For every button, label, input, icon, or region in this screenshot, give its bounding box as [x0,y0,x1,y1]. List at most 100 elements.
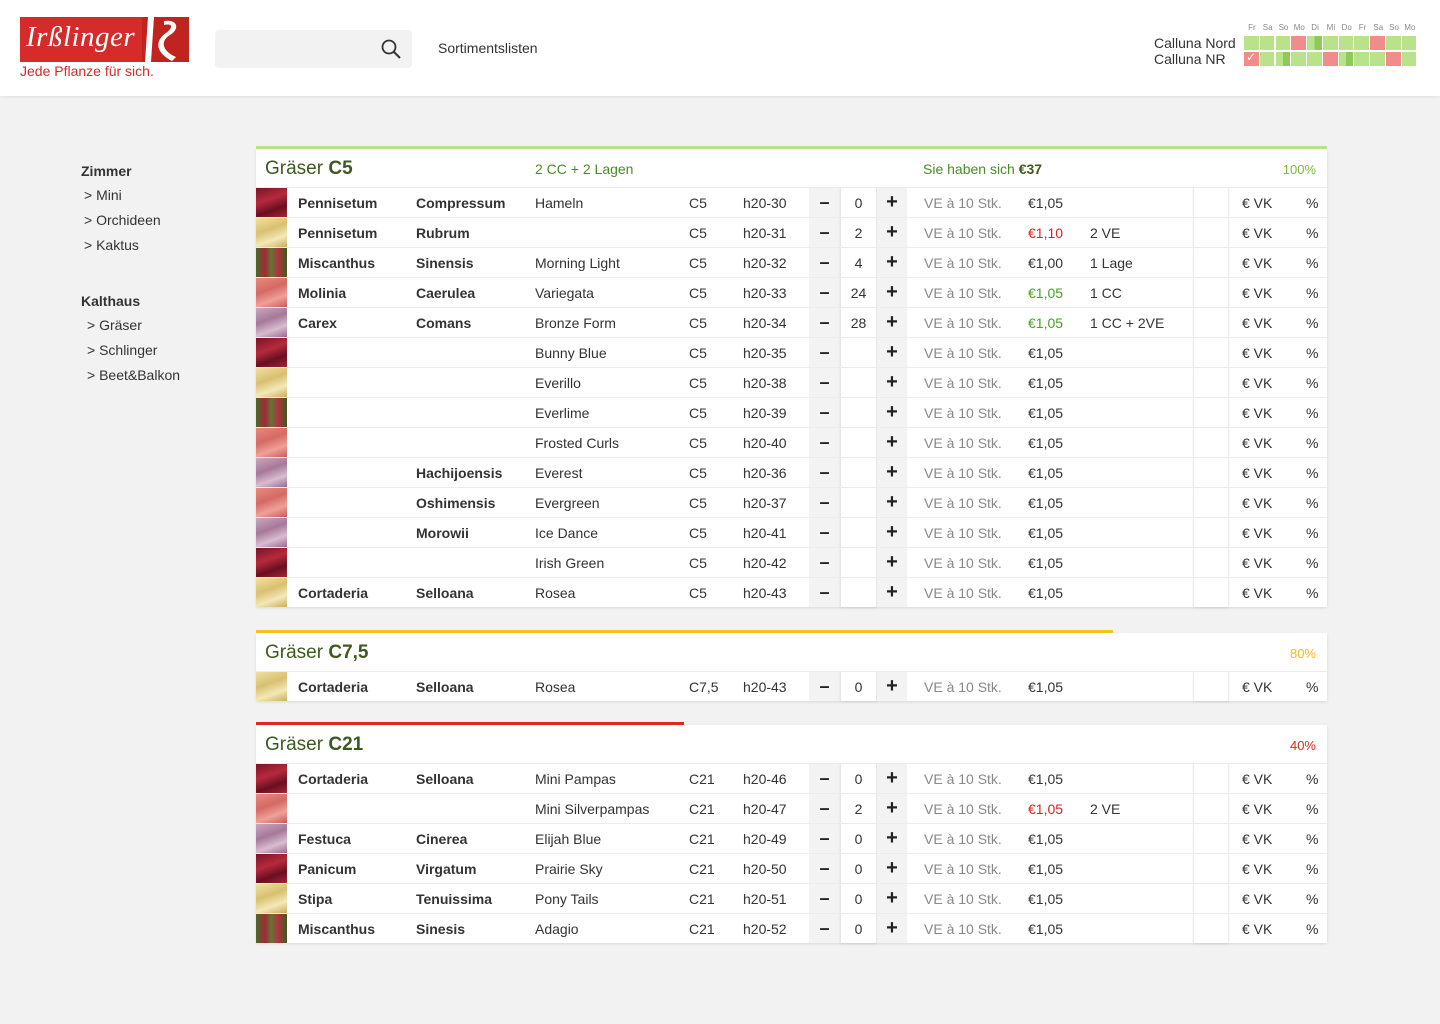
retail-price-input[interactable] [1193,548,1229,577]
calendar-day-cell[interactable] [1275,36,1291,50]
quantity-increase-button[interactable]: + [877,914,907,943]
quantity-input[interactable] [840,338,877,367]
retail-price-input[interactable] [1193,824,1229,853]
calendar-day-cell[interactable] [1307,52,1322,66]
quantity-increase-button[interactable]: + [877,884,907,913]
quantity-decrease-button[interactable]: – [809,398,840,427]
quantity-decrease-button[interactable]: – [809,188,840,217]
product-thumbnail[interactable] [256,854,287,883]
quantity-decrease-button[interactable]: – [809,218,840,247]
calendar-day-cell[interactable] [1291,36,1306,50]
quantity-decrease-button[interactable]: – [809,794,840,823]
quantity-input[interactable] [840,914,877,943]
calendar-day-cell[interactable] [1291,52,1306,66]
product-thumbnail[interactable] [256,764,287,793]
quantity-decrease-button[interactable]: – [809,338,840,367]
product-thumbnail[interactable] [256,218,287,247]
quantity-increase-button[interactable]: + [877,188,907,217]
retail-price-input[interactable] [1193,488,1229,517]
retail-price-input[interactable] [1193,764,1229,793]
product-thumbnail[interactable] [256,548,287,577]
calendar-day-cell[interactable] [1401,36,1417,50]
quantity-decrease-button[interactable]: – [809,428,840,457]
product-thumbnail[interactable] [256,458,287,487]
quantity-input[interactable] [840,824,877,853]
quantity-decrease-button[interactable]: – [809,672,840,701]
quantity-increase-button[interactable]: + [877,518,907,547]
quantity-increase-button[interactable]: + [877,338,907,367]
sidebar-item-schlinger[interactable]: > Schlinger [87,342,158,358]
quantity-input[interactable] [840,398,877,427]
quantity-decrease-button[interactable]: – [809,248,840,277]
product-thumbnail[interactable] [256,398,287,427]
quantity-input[interactable] [840,518,877,547]
nav-link-sortimentslisten[interactable]: Sortimentslisten [438,40,538,56]
retail-price-input[interactable] [1193,884,1229,913]
quantity-decrease-button[interactable]: – [809,368,840,397]
quantity-increase-button[interactable]: + [877,398,907,427]
sidebar-item-kaktus[interactable]: > Kaktus [84,237,139,253]
quantity-increase-button[interactable]: + [877,248,907,277]
retail-price-input[interactable] [1193,518,1229,547]
company-logo[interactable]: Irßlinger Jede Pflanze für sich. [20,17,190,81]
calendar-day-cell[interactable] [1354,52,1370,66]
product-thumbnail[interactable] [256,518,287,547]
quantity-decrease-button[interactable]: – [809,458,840,487]
quantity-input[interactable] [840,188,877,217]
retail-price-input[interactable] [1193,914,1229,943]
calendar-day-cell[interactable] [1338,36,1354,50]
calendar-day-cell[interactable] [1354,36,1370,50]
product-thumbnail[interactable] [256,884,287,913]
retail-price-input[interactable] [1193,218,1229,247]
retail-price-input[interactable] [1193,248,1229,277]
quantity-decrease-button[interactable]: – [809,764,840,793]
retail-price-input[interactable] [1193,854,1229,883]
quantity-input[interactable] [840,672,877,701]
retail-price-input[interactable] [1193,794,1229,823]
quantity-increase-button[interactable]: + [877,578,907,607]
quantity-increase-button[interactable]: + [877,764,907,793]
product-thumbnail[interactable] [256,368,287,397]
quantity-increase-button[interactable]: + [877,854,907,883]
product-thumbnail[interactable] [256,914,287,943]
quantity-increase-button[interactable]: + [877,794,907,823]
quantity-increase-button[interactable]: + [877,218,907,247]
calendar-day-cell[interactable] [1386,36,1401,50]
calendar-day-cell[interactable] [1259,36,1275,50]
retail-price-input[interactable] [1193,428,1229,457]
quantity-input[interactable] [840,428,877,457]
quantity-input[interactable] [840,308,877,337]
quantity-input[interactable] [840,548,877,577]
retail-price-input[interactable] [1193,578,1229,607]
quantity-decrease-button[interactable]: – [809,824,840,853]
sidebar-item-beet-balkon[interactable]: > Beet&Balkon [87,367,181,383]
quantity-increase-button[interactable]: + [877,488,907,517]
quantity-increase-button[interactable]: + [877,548,907,577]
product-thumbnail[interactable] [256,278,287,307]
calendar-day-cell[interactable] [1386,52,1401,66]
quantity-input[interactable] [840,218,877,247]
retail-price-input[interactable] [1193,398,1229,427]
calendar-day-cell[interactable] [1244,36,1259,50]
retail-price-input[interactable] [1193,672,1229,701]
sidebar-item-graeser[interactable]: > Gräser [87,317,142,333]
quantity-input[interactable] [840,248,877,277]
retail-price-input[interactable] [1193,338,1229,367]
product-thumbnail[interactable] [256,578,287,607]
quantity-decrease-button[interactable]: – [809,308,840,337]
product-thumbnail[interactable] [256,308,287,337]
retail-price-input[interactable] [1193,308,1229,337]
calendar-day-cell[interactable] [1338,52,1354,66]
quantity-input[interactable] [840,458,877,487]
product-thumbnail[interactable] [256,824,287,853]
quantity-increase-button[interactable]: + [877,458,907,487]
calendar-day-cell[interactable] [1275,52,1291,66]
product-thumbnail[interactable] [256,428,287,457]
quantity-input[interactable] [840,278,877,307]
sidebar-item-orchideen[interactable]: > Orchideen [84,212,161,228]
calendar-day-cell[interactable] [1322,52,1338,66]
quantity-increase-button[interactable]: + [877,368,907,397]
quantity-decrease-button[interactable]: – [809,578,840,607]
retail-price-input[interactable] [1193,458,1229,487]
calendar-day-cell[interactable] [1370,52,1385,66]
